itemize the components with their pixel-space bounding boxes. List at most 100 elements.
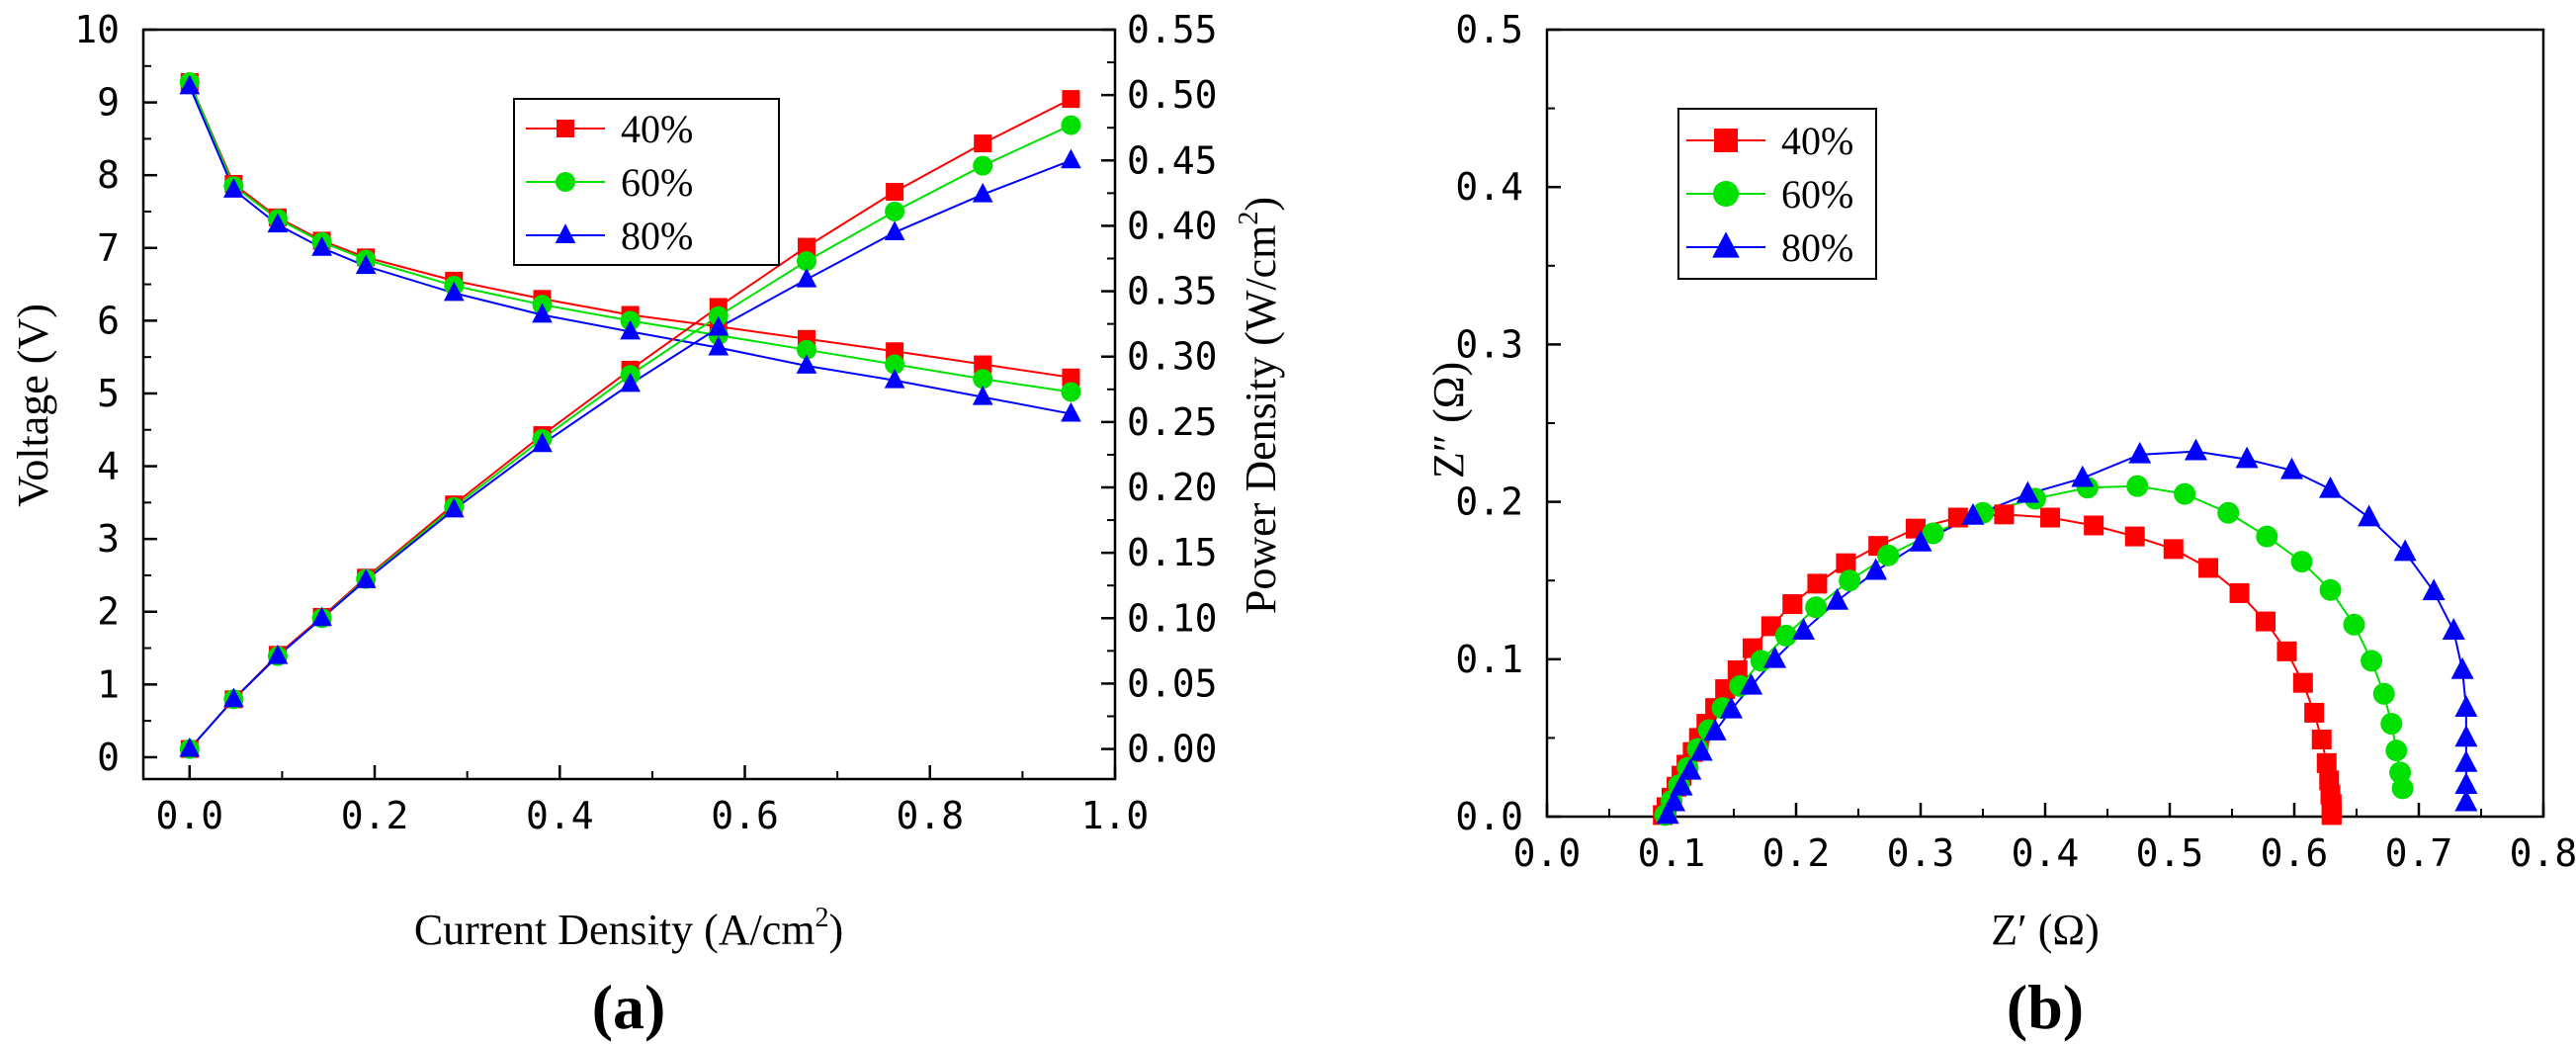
data-point-60pct [1061,382,1081,402]
panel-a-ticks: 0.0 0.2 0.4 0.6 0.8 1.0 0 1 2 3 4 5 6 7 8 9 10 0.00 0.05 0.… [74,8,1217,837]
data-point-60pct [708,305,729,326]
data-point-40pct [2229,582,2250,603]
y2-tick-label: 0.35 [1127,270,1218,313]
y2-tick-label: 0.10 [1127,596,1218,640]
data-point-40pct [1727,659,1748,680]
y2-tick-label: 0.15 [1127,531,1218,574]
y-tick-label: 0.3 [1455,322,1523,366]
data-point-80pct [1061,401,1081,422]
data-point-40pct [974,134,992,153]
data-point-80pct [1656,802,1679,825]
data-point-80pct [2128,441,2152,464]
data-point-40pct [2163,539,2184,560]
data-point-80pct [1061,148,1081,169]
data-point-60pct [2385,740,2408,762]
x-tick-label: 0.6 [711,794,779,837]
data-point-80pct [620,319,641,340]
data-point-80pct [2279,457,2303,479]
panel-b-ticks: 0.0 0.1 0.2 0.3 0.4 0.5 0.6 0.7 0.8 0.0 0.1 0.2 0.3 0… [1455,8,2576,875]
data-point-60pct [796,251,816,272]
data-point-60pct [973,155,993,176]
data-point-80pct [223,178,244,198]
x-tick-label: 0.7 [2385,831,2453,875]
data-point-40pct [2040,507,2061,528]
panel-a-ylabel: Voltage (V) [9,304,57,507]
legend-marker-40pct [1714,129,1738,152]
y-tick-label: 0.4 [1455,165,1523,209]
legend-label: 80% [621,214,693,258]
legend-label: 60% [621,160,693,205]
y-tick-label: 5 [97,372,120,415]
legend-label: 80% [1781,225,1853,270]
data-point-60pct [1774,624,1797,647]
x-tick-label: 0.4 [2012,831,2080,875]
y-tick-label: 10 [74,8,120,51]
panel-b-label: (b) [2007,972,2084,1042]
legend-marker-40pct [557,120,574,137]
data-point-80pct [2422,578,2446,601]
data-point-80pct [2454,789,2478,812]
data-point-80pct [1961,502,1985,525]
data-point-80pct [2454,749,2478,772]
data-point-80pct [532,303,553,323]
y-tick-label: 0.0 [1455,795,1523,838]
data-point-60pct [2174,482,2196,505]
data-point-80pct [2454,725,2478,747]
data-point-80pct [2016,480,2039,503]
x-tick-label: 0.2 [1762,831,1831,875]
legend-marker-60pct [556,172,575,192]
y-tick-label: 1 [97,662,120,706]
panel-b: 0.0 0.1 0.2 0.3 0.4 0.5 0.6 0.7 0.8 0.0 0.1 0.2 0.3 0… [1424,8,2576,1042]
panel-b-legend: 40% 60% 80% [1677,108,1877,280]
data-point-60pct [885,201,905,221]
y-tick-label: 2 [97,590,120,634]
data-point-80pct [884,368,905,389]
data-point-40pct [1062,368,1080,387]
panel-a-xlabel: Current Density (A/cm2) [414,903,843,954]
y2-tick-label: 0.00 [1127,728,1218,771]
panel-a-legend: 40% 60% 80% [513,98,780,266]
data-point-60pct [973,369,993,390]
y-tick-label: 8 [97,153,120,197]
data-point-80pct [972,182,993,203]
data-point-40pct [1836,553,1856,573]
data-point-80pct [708,315,730,336]
data-point-80pct [1719,696,1743,719]
x-tick-label: 0.3 [1887,831,1955,875]
legend-label: 60% [1781,172,1853,217]
y-tick-label: 0.5 [1455,8,1523,51]
data-point-80pct [443,497,465,518]
data-point-40pct [1062,90,1080,109]
data-point-40pct [2292,672,2313,693]
data-point-80pct [796,267,817,288]
data-point-40pct [2256,611,2276,632]
x-tick-label: 0.1 [1638,831,1706,875]
data-point-40pct [2198,558,2219,578]
data-point-80pct [1826,587,1849,610]
y-tick-label: 7 [97,226,120,270]
y2-tick-label: 0.50 [1127,73,1218,117]
data-point-80pct [532,432,553,453]
panel-b-series-markers [1653,438,2478,827]
data-point-80pct [796,354,817,374]
panel-b-xlabel: Z′ (Ω) [1991,906,2100,954]
data-point-60pct [1877,544,1900,566]
data-point-40pct [2084,515,2104,536]
data-point-40pct [2311,729,2332,749]
y2-tick-label: 0.55 [1127,8,1218,51]
data-point-80pct [2071,465,2095,487]
data-point-80pct [2319,476,2343,498]
data-point-60pct [1922,522,1944,545]
data-point-80pct [620,372,641,392]
data-point-60pct [1061,115,1081,135]
data-point-60pct [796,339,816,360]
data-point-80pct [708,335,730,356]
y-tick-label: 3 [97,517,120,561]
data-point-80pct [2454,695,2478,717]
data-point-40pct [1760,616,1781,637]
data-point-40pct [797,237,816,256]
data-point-80pct [1663,789,1686,812]
panel-b-ylabel: Z″ (Ω) [1424,362,1473,479]
y-tick-label: 4 [97,445,120,488]
data-point-80pct [1740,672,1763,695]
